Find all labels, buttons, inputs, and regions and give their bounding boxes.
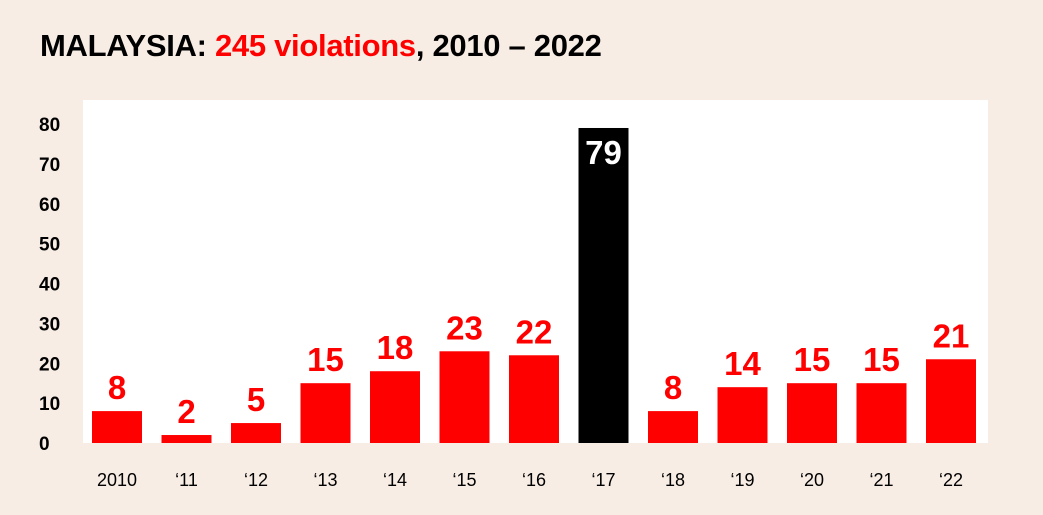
bar — [926, 359, 976, 443]
y-tick-label: 60 — [39, 195, 60, 216]
x-tick-label: 2010 — [97, 470, 137, 490]
bar-value-label: 22 — [516, 313, 553, 350]
y-tick-label: 30 — [39, 314, 60, 335]
y-tick-label: 70 — [39, 155, 60, 176]
title-highlight: 245 violations — [214, 28, 416, 63]
bar — [787, 383, 837, 443]
bar-value-label: 21 — [933, 317, 970, 354]
bar-value-label: 18 — [377, 329, 414, 366]
bar-value-label: 5 — [247, 381, 265, 418]
x-tick-label: ‘22 — [939, 470, 963, 490]
x-tick-label: ‘14 — [383, 470, 407, 490]
bar — [509, 355, 559, 443]
bar-value-label: 15 — [307, 341, 344, 378]
bar-value-label: 23 — [446, 309, 483, 346]
x-tick-label: ‘13 — [313, 470, 337, 490]
y-tick-label: 40 — [39, 275, 60, 296]
bar — [300, 383, 351, 443]
x-tick-label: ‘16 — [522, 470, 546, 490]
bar-value-label: 79 — [585, 134, 622, 171]
y-tick-label: 10 — [39, 394, 60, 415]
x-tick-label: ‘18 — [661, 470, 685, 490]
bar — [231, 423, 281, 443]
bar — [648, 411, 698, 443]
bar-value-label: 15 — [794, 341, 831, 378]
bar — [92, 411, 142, 443]
bars: 8 2 5 15 18 23 22 79 8 14 15 15 21 — [92, 127, 976, 444]
x-tick-label: ‘15 — [452, 470, 476, 490]
bar-value-label: 15 — [863, 341, 900, 378]
y-axis: 0 10 20 30 40 50 60 70 80 — [39, 115, 60, 455]
x-axis: 2010 ‘11 ‘12 ‘13 ‘14 ‘15 ‘16 ‘17 ‘18 ‘19 ‘20 ‘21 ‘22 — [97, 470, 963, 490]
chart-title: MALAYSIA: 245 violations, 2010 – 2022 — [40, 28, 602, 64]
bar — [161, 435, 212, 443]
bar — [717, 387, 768, 443]
x-tick-label: ‘20 — [800, 470, 824, 490]
x-tick-label: ‘12 — [244, 470, 268, 490]
x-tick-label: ‘11 — [175, 470, 198, 490]
y-tick-label: 20 — [39, 354, 60, 375]
title-suffix: , 2010 – 2022 — [415, 28, 602, 63]
y-tick-label: 50 — [39, 235, 60, 256]
title-prefix: MALAYSIA: — [40, 28, 215, 63]
bar-value-label: 14 — [724, 345, 761, 382]
y-tick-label: 0 — [39, 434, 50, 455]
bar-value-label: 8 — [108, 369, 126, 406]
bar — [856, 383, 907, 443]
x-tick-label: ‘21 — [869, 470, 893, 490]
bar-value-label: 8 — [664, 369, 682, 406]
bar-value-label: 2 — [177, 393, 195, 430]
bar — [370, 371, 420, 443]
bar — [578, 127, 629, 444]
bar — [439, 351, 490, 443]
y-tick-label: 80 — [39, 115, 60, 136]
x-tick-label: ‘17 — [591, 470, 615, 490]
x-tick-label: ‘19 — [730, 470, 754, 490]
